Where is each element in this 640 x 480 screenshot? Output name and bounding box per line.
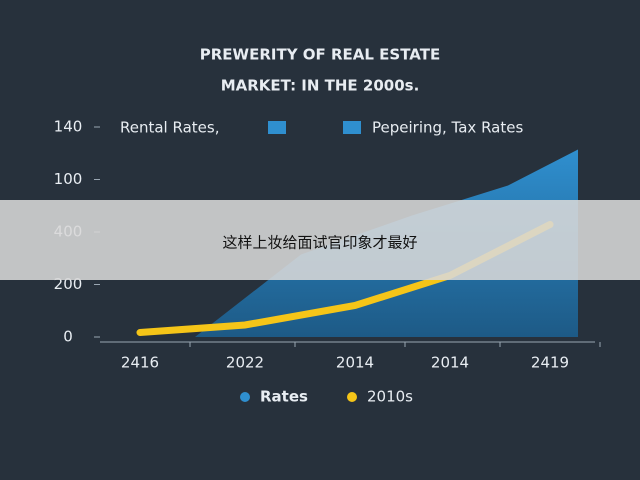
legend-label: Pepeiring, Tax Rates (372, 119, 523, 137)
legend-swatch (343, 121, 361, 134)
legend-label: Rates (260, 388, 308, 406)
y-tick-label: 0 (63, 328, 73, 346)
x-tick-label: 2014 (431, 354, 469, 372)
legend-swatch (268, 121, 286, 134)
banner-text: 这样上妆给面试官印象才最好 (222, 234, 417, 252)
x-tick-label: 2419 (531, 354, 569, 372)
legend-dot (240, 392, 250, 402)
x-tick-label: 2022 (226, 354, 264, 372)
legend-dot (347, 392, 357, 402)
legend-label: 2010s (367, 388, 413, 406)
chart-title: PREWERITY OF REAL ESTATE (200, 46, 440, 64)
x-tick-label: 2416 (121, 354, 159, 372)
banner (0, 200, 640, 280)
legend-label: Rental Rates, (120, 119, 219, 137)
y-tick-label: 140 (54, 118, 83, 136)
x-tick-label: 2014 (336, 354, 374, 372)
chart-title: MARKET: IN THE 2000s. (221, 77, 420, 95)
y-tick-label: 100 (54, 170, 83, 188)
